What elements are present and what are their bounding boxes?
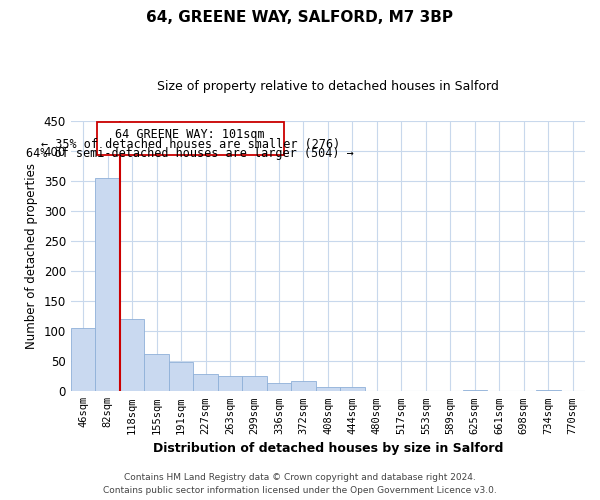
Bar — [169, 362, 193, 392]
Bar — [267, 384, 291, 392]
Text: 64 GREENE WAY: 101sqm: 64 GREENE WAY: 101sqm — [115, 128, 265, 141]
Bar — [120, 319, 145, 392]
Bar — [536, 390, 560, 392]
Bar — [145, 354, 169, 392]
Text: 64% of semi-detached houses are larger (504) →: 64% of semi-detached houses are larger (… — [26, 147, 354, 160]
Bar — [97, 122, 284, 155]
Bar — [291, 381, 316, 392]
Bar — [340, 387, 365, 392]
Bar — [95, 178, 120, 392]
Bar — [218, 376, 242, 392]
Text: 64, GREENE WAY, SALFORD, M7 3BP: 64, GREENE WAY, SALFORD, M7 3BP — [146, 10, 454, 25]
Text: ← 35% of detached houses are smaller (276): ← 35% of detached houses are smaller (27… — [41, 138, 340, 151]
Bar — [193, 374, 218, 392]
Bar — [242, 376, 267, 392]
Bar — [316, 387, 340, 392]
Y-axis label: Number of detached properties: Number of detached properties — [25, 163, 38, 349]
X-axis label: Distribution of detached houses by size in Salford: Distribution of detached houses by size … — [153, 442, 503, 455]
Bar — [463, 390, 487, 392]
Bar — [71, 328, 95, 392]
Title: Size of property relative to detached houses in Salford: Size of property relative to detached ho… — [157, 80, 499, 93]
Text: Contains HM Land Registry data © Crown copyright and database right 2024.
Contai: Contains HM Land Registry data © Crown c… — [103, 474, 497, 495]
